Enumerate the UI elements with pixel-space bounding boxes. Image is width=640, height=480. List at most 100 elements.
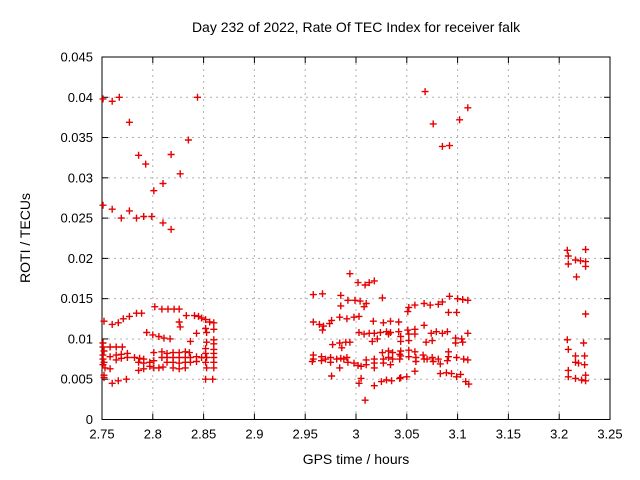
- data-point: [397, 352, 405, 360]
- y-tick-label: 0.005: [60, 372, 93, 387]
- data-point: [405, 304, 413, 311]
- data-point: [572, 352, 579, 360]
- data-point: [202, 316, 210, 324]
- x-tick-label: 2.75: [89, 427, 114, 442]
- data-point: [150, 187, 158, 195]
- data-point: [582, 246, 590, 253]
- data-point: [389, 349, 397, 357]
- data-point: [198, 314, 206, 322]
- data-point: [150, 357, 158, 365]
- data-point: [315, 320, 323, 328]
- data-point: [336, 313, 344, 321]
- data-point: [442, 369, 450, 377]
- data-point: [411, 348, 419, 356]
- data-point: [195, 312, 202, 320]
- data-point: [443, 328, 451, 336]
- data-point: [422, 338, 430, 346]
- data-point: [581, 361, 589, 369]
- x-tick-label: 3.1: [449, 427, 467, 442]
- data-point: [563, 336, 571, 344]
- data-point: [135, 358, 143, 366]
- x-tick-label: 2.9: [245, 427, 263, 442]
- data-point: [158, 305, 166, 313]
- data-point: [176, 323, 184, 331]
- data-point: [118, 343, 126, 351]
- data-point: [115, 93, 123, 101]
- data-point: [582, 262, 590, 270]
- data-point: [149, 331, 157, 339]
- data-point: [387, 361, 394, 369]
- data-point: [159, 180, 167, 187]
- data-point: [155, 364, 163, 372]
- y-tick-label: 0: [86, 412, 93, 427]
- data-point: [582, 377, 590, 385]
- data-point: [309, 318, 317, 326]
- data-point: [564, 260, 572, 268]
- x-tick-label: 3.25: [597, 427, 622, 442]
- data-point: [454, 295, 462, 303]
- data-point: [344, 296, 352, 304]
- data-point: [117, 354, 125, 362]
- data-point: [428, 337, 436, 345]
- data-point: [186, 337, 194, 345]
- data-point: [396, 374, 404, 382]
- data-point: [580, 339, 588, 347]
- data-point: [360, 303, 368, 311]
- data-point: [376, 329, 384, 336]
- y-tick-label: 0.025: [60, 211, 93, 226]
- data-point: [184, 136, 192, 144]
- data-point: [423, 355, 431, 363]
- data-point: [428, 354, 436, 361]
- data-point: [164, 305, 172, 313]
- data-point: [346, 270, 354, 278]
- chart-title: Day 232 of 2022, Rate Of TEC Index for r…: [191, 19, 521, 35]
- data-point: [181, 364, 189, 372]
- data-point: [159, 363, 167, 371]
- data-point: [387, 317, 394, 325]
- data-point: [420, 300, 428, 307]
- data-point: [370, 329, 378, 337]
- data-point: [309, 291, 317, 299]
- data-point: [397, 337, 405, 345]
- data-point: [385, 330, 392, 338]
- data-point: [396, 355, 404, 363]
- data-point: [108, 205, 116, 213]
- data-point: [140, 365, 148, 373]
- data-point: [320, 322, 327, 330]
- data-point: [464, 356, 472, 364]
- x-tick-label: 3.15: [496, 427, 521, 442]
- data-point: [112, 356, 120, 364]
- data-point: [379, 319, 387, 327]
- data-point: [206, 318, 214, 326]
- data-point: [378, 294, 386, 302]
- data-point: [112, 343, 120, 351]
- data-point: [564, 366, 572, 374]
- data-point: [114, 319, 122, 327]
- data-point: [329, 341, 337, 349]
- data-point: [210, 319, 218, 327]
- data-point: [108, 320, 116, 328]
- data-point: [99, 343, 107, 351]
- data-point: [186, 358, 194, 366]
- data-point: [203, 364, 211, 372]
- x-axis-label: GPS time / hours: [302, 451, 410, 467]
- data-point: [136, 354, 144, 362]
- data-point: [163, 358, 171, 366]
- data-point: [564, 345, 572, 353]
- data-point: [411, 301, 419, 309]
- y-tick-label: 0.03: [68, 170, 93, 185]
- data-point: [429, 358, 437, 365]
- data-point: [421, 88, 429, 96]
- data-point: [405, 353, 413, 361]
- data-point: [365, 279, 373, 287]
- data-point: [151, 303, 159, 311]
- data-point: [150, 349, 158, 357]
- data-point: [350, 313, 358, 321]
- data-point: [572, 256, 579, 264]
- data-point: [572, 374, 579, 382]
- data-point: [108, 379, 116, 387]
- data-point: [340, 355, 348, 363]
- data-point: [411, 330, 419, 338]
- data-point: [361, 281, 369, 289]
